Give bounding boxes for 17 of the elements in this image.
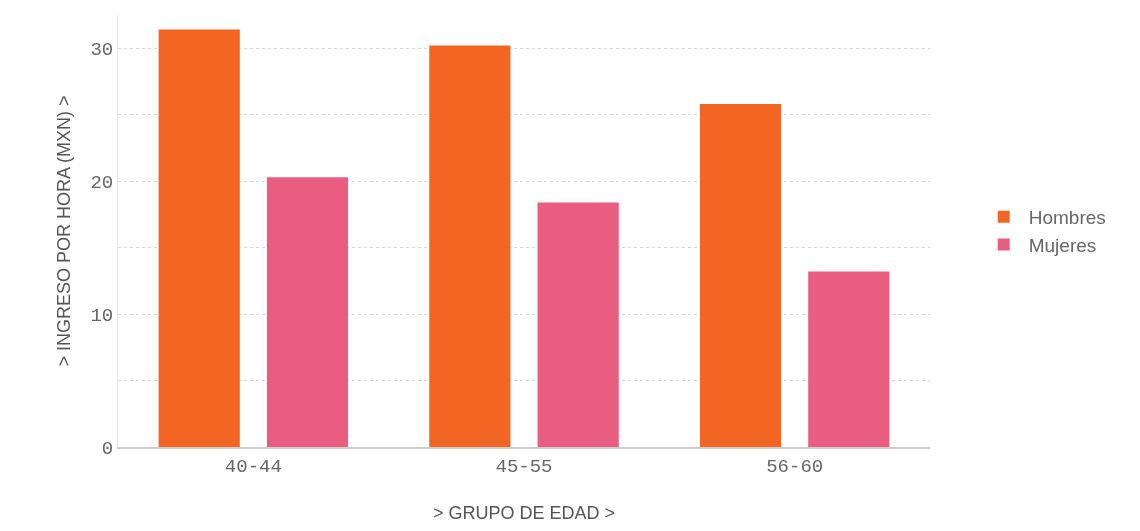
y-tick-label: 30 <box>90 38 114 61</box>
legend-label: Hombres <box>1028 207 1106 229</box>
legend-label: Mujeres <box>1028 234 1097 256</box>
y-tick-label: 0 <box>101 437 114 460</box>
y-tick-label: 10 <box>90 304 114 327</box>
x-axis-title: > GRUPO DE EDAD > <box>432 503 616 524</box>
bar <box>158 29 240 447</box>
bar <box>266 177 349 447</box>
x-tick-label: 56-60 <box>766 455 824 478</box>
bar <box>429 45 511 447</box>
y-axis-title: > INGRESO POR HORA (MXN) > <box>53 95 74 367</box>
bar <box>699 104 782 447</box>
bar <box>537 202 619 447</box>
bar <box>808 271 890 447</box>
x-tick-label: 40-44 <box>224 455 282 478</box>
x-tick-label: 45-55 <box>495 455 553 478</box>
y-tick-label: 20 <box>90 171 114 194</box>
